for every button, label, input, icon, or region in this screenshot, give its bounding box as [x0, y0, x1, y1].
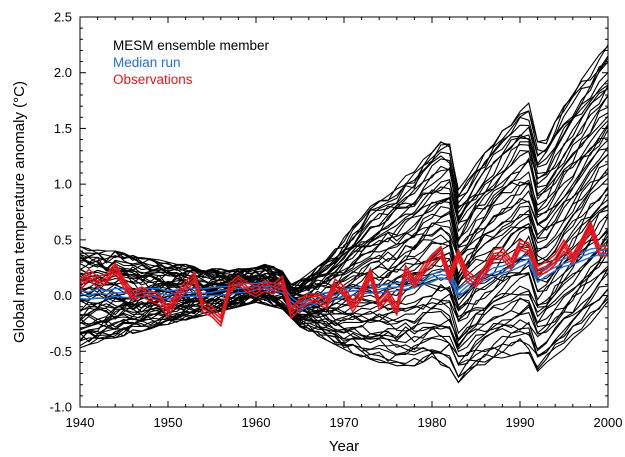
ensemble-member-line [80, 288, 608, 365]
y-tick-label: 1.5 [54, 121, 72, 136]
ensemble-member-line [80, 57, 608, 286]
y-axis-title: Global mean temperature anomaly (°C) [11, 81, 28, 343]
observations-line [80, 223, 608, 320]
observations-line [80, 225, 608, 324]
ensemble-member-line [80, 216, 608, 323]
ensemble-member-line [80, 88, 608, 294]
median-run-line [80, 248, 608, 309]
ensemble-member-line [80, 94, 608, 298]
y-tick-label: -1.0 [50, 400, 72, 415]
ensemble-member-line [80, 115, 608, 295]
ensemble-member-line [80, 44, 608, 286]
axis-ticks [79, 16, 609, 408]
ensemble-member-line [80, 294, 608, 378]
ensemble-member-line [80, 228, 608, 323]
x-tick-label: 1970 [330, 415, 359, 430]
ensemble-member-line [80, 79, 608, 288]
ensemble-member-line [80, 61, 608, 292]
series-lines [80, 219, 608, 328]
observations-line [80, 229, 608, 328]
x-tick-label: 1980 [418, 415, 447, 430]
x-tick-label: 2000 [594, 415, 623, 430]
y-tick-label: 0.0 [54, 288, 72, 303]
ensemble-member-line [80, 199, 608, 313]
y-tick-label: 2.5 [54, 10, 72, 25]
y-tick-label: 1.0 [54, 177, 72, 192]
y-tick-label: 2.0 [54, 65, 72, 80]
x-tick-label: 1950 [154, 415, 183, 430]
median-run-line [80, 244, 608, 305]
x-tick-label: 1960 [242, 415, 271, 430]
ensemble-lines [80, 44, 608, 384]
ensemble-member-line [80, 45, 608, 286]
legend-entry-median-run: Median run [113, 55, 181, 70]
y-tick-label: 0.5 [54, 232, 72, 247]
legend: MESM ensemble member Median run Observat… [113, 38, 270, 87]
x-tick-label: 1990 [506, 415, 535, 430]
ensemble-member-line [80, 205, 608, 313]
observations-line [80, 219, 608, 318]
y-tick-label: -0.5 [50, 344, 72, 359]
x-axis-title: Year [329, 438, 359, 455]
x-tick-label: 1940 [66, 415, 95, 430]
legend-entry-ensemble: MESM ensemble member [113, 38, 270, 53]
legend-entry-observations: Observations [113, 72, 193, 87]
axis-tick-labels: 1940 1950 1960 1970 1980 1990 2000 -1.0 -0.5 0.0 0… [50, 10, 623, 431]
